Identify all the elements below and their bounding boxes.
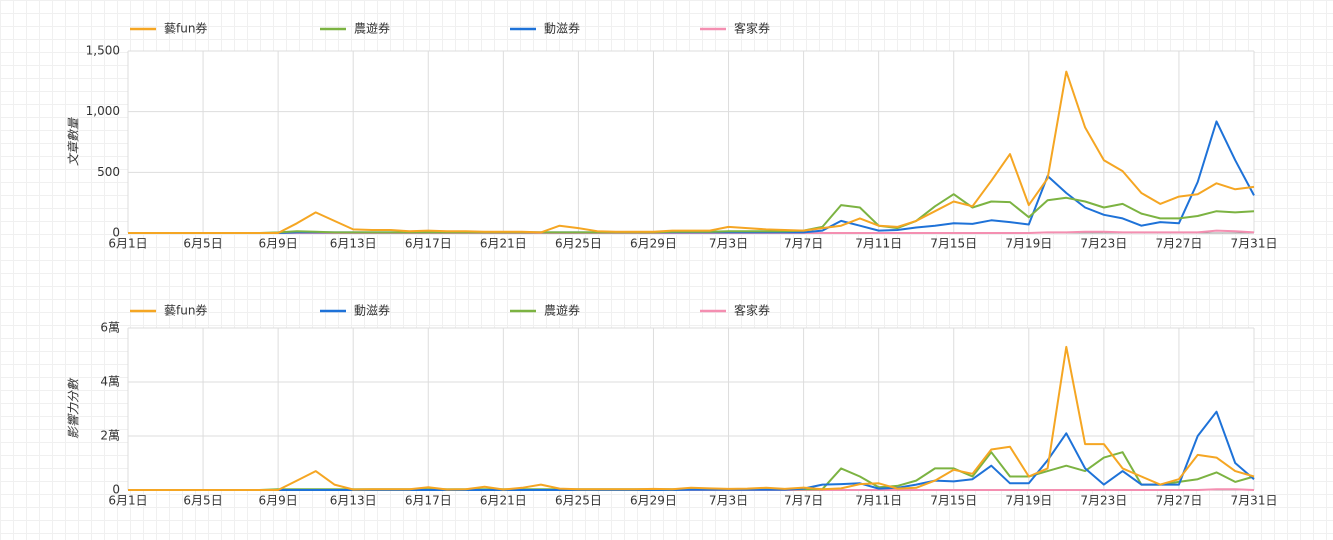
y-tick-label: 2萬 [100, 429, 120, 443]
y-axis-label: 影響力分數 [67, 377, 81, 439]
x-tick-label: 6月25日 [555, 494, 602, 508]
x-tick-label: 6月1日 [108, 494, 147, 508]
x-tick-label: 6月17日 [405, 237, 452, 251]
legend-label: 藝fun券 [164, 303, 207, 318]
x-tick-label: 7月31日 [1231, 237, 1278, 251]
x-tick-label: 7月7日 [784, 494, 823, 508]
legend-label: 動滋券 [354, 303, 390, 318]
x-tick-label: 6月9日 [258, 237, 297, 251]
x-tick-label: 7月23日 [1080, 237, 1127, 251]
x-tick-label: 7月3日 [709, 237, 748, 251]
x-tick-label: 7月11日 [855, 237, 902, 251]
x-tick-label: 7月15日 [930, 237, 977, 251]
series-line [128, 410, 1255, 491]
x-tick-label: 6月9日 [258, 494, 297, 508]
plot-area [128, 328, 1254, 490]
y-axis-label: 文章數量 [67, 117, 81, 166]
x-tick-label: 7月3日 [709, 494, 748, 508]
legend-label: 客家券 [734, 21, 770, 36]
legend-label: 客家券 [734, 303, 770, 318]
x-tick-label: 7月15日 [930, 494, 977, 508]
x-tick-label: 7月27日 [1155, 237, 1202, 251]
legend-label: 動滋券 [544, 21, 580, 36]
legend-label: 藝fun券 [164, 21, 207, 36]
x-tick-label: 7月23日 [1080, 494, 1127, 508]
x-tick-label: 6月21日 [480, 237, 527, 251]
x-tick-label: 6月29日 [630, 237, 677, 251]
x-tick-label: 7月27日 [1155, 494, 1202, 508]
x-tick-label: 7月19日 [1005, 494, 1052, 508]
y-tick-label: 0 [112, 483, 120, 497]
y-tick-label: 4萬 [100, 375, 120, 389]
plot-area [128, 51, 1254, 233]
x-tick-label: 6月21日 [480, 494, 527, 508]
x-tick-label: 6月5日 [183, 494, 222, 508]
y-tick-label: 1,000 [86, 104, 120, 118]
x-tick-label: 7月7日 [784, 237, 823, 251]
x-tick-label: 6月29日 [630, 494, 677, 508]
x-tick-label: 6月17日 [405, 494, 452, 508]
x-tick-label: 6月13日 [330, 494, 377, 508]
legend-label: 農遊券 [544, 303, 580, 318]
y-tick-label: 1,500 [86, 44, 120, 58]
x-tick-label: 6月5日 [183, 237, 222, 251]
x-tick-label: 6月13日 [330, 237, 377, 251]
y-tick-label: 0 [112, 226, 120, 240]
x-tick-label: 6月25日 [555, 237, 602, 251]
series-line [128, 70, 1255, 234]
series-line [128, 193, 1255, 234]
x-tick-label: 7月19日 [1005, 237, 1052, 251]
x-tick-label: 7月31日 [1231, 494, 1278, 508]
y-tick-label: 6萬 [100, 321, 120, 335]
y-tick-label: 500 [97, 165, 120, 179]
x-tick-label: 7月11日 [855, 494, 902, 508]
legend-label: 農遊券 [354, 21, 390, 36]
x-tick-label: 6月1日 [108, 237, 147, 251]
series-line [128, 345, 1255, 491]
